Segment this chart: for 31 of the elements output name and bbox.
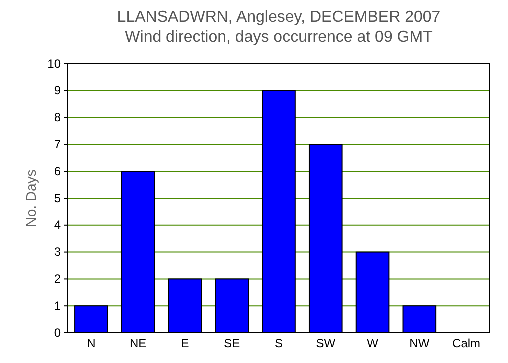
x-tick-label: S <box>274 336 284 351</box>
bar <box>121 171 156 334</box>
chart-subtitle: Wind direction, days occurrence at 09 GMT <box>125 29 434 46</box>
y-tick-label: 2 <box>54 272 62 286</box>
y-tick-label: 0 <box>54 326 62 340</box>
bar <box>215 278 250 334</box>
y-tick-label: 1 <box>54 298 62 313</box>
x-tick-label: NW <box>410 336 430 351</box>
x-tick-label: W <box>367 336 380 351</box>
x-tick-label: Calm <box>452 336 481 351</box>
bar <box>402 306 437 334</box>
x-tick-label: SW <box>316 336 336 351</box>
y-tick-label: 9 <box>54 84 62 98</box>
y-tick-label: 5 <box>54 191 62 206</box>
bar <box>356 252 390 334</box>
y-axis-title: No. Days <box>23 170 39 228</box>
x-tick-label: N <box>87 336 96 351</box>
bar <box>308 144 343 334</box>
x-tick-label: E <box>181 336 190 351</box>
x-tick-label: NE <box>130 336 147 351</box>
y-tick-label: 8 <box>54 110 62 125</box>
y-tick-label: 4 <box>54 218 62 232</box>
y-tick-label: 10 <box>48 56 62 71</box>
y-tick-label: 7 <box>54 138 62 152</box>
chart-title: LLANSADWRN, Anglesey, DECEMBER 2007 <box>117 9 441 26</box>
y-tick-label: 3 <box>54 245 62 260</box>
bar <box>74 306 108 334</box>
x-tick-label: SE <box>224 336 240 351</box>
y-tick-label: 6 <box>54 164 62 178</box>
bar <box>168 278 202 334</box>
bar <box>262 90 296 334</box>
